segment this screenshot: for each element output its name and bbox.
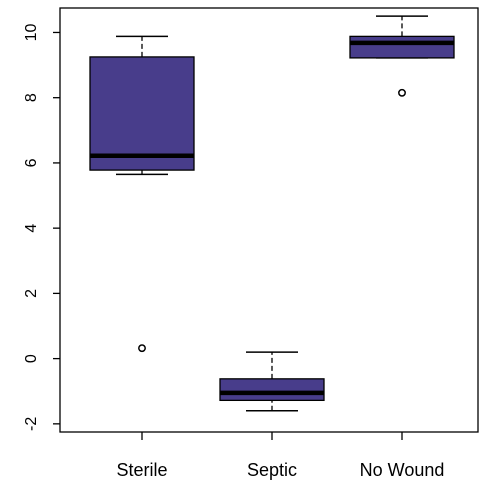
y-tick-label: 0: [23, 354, 40, 363]
x-category-label: Septic: [247, 460, 297, 480]
y-tick-label: 8: [23, 93, 40, 102]
x-category-label: No Wound: [360, 460, 445, 480]
y-tick-label: 2: [23, 289, 40, 298]
y-axis: -2 0 2 4 6 8 10: [23, 23, 60, 431]
x-category-label: Sterile: [116, 460, 167, 480]
x-axis: Sterile Septic No Wound: [116, 432, 444, 480]
y-tick-label: 10: [23, 23, 40, 41]
y-tick-label: 6: [23, 158, 40, 167]
iqr-box: [219, 378, 325, 402]
iqr-box: [349, 35, 455, 59]
box-no-wound: [349, 15, 455, 97]
y-tick-label: -2: [23, 417, 40, 431]
plot-frame: [59, 7, 479, 433]
outlier-point: [398, 88, 406, 97]
outlier-point: [138, 344, 146, 353]
iqr-box: [89, 56, 195, 171]
box-group: [89, 15, 455, 412]
y-tick-label: 4: [23, 224, 40, 233]
box-septic: [219, 351, 325, 412]
box-sterile: [89, 35, 195, 353]
